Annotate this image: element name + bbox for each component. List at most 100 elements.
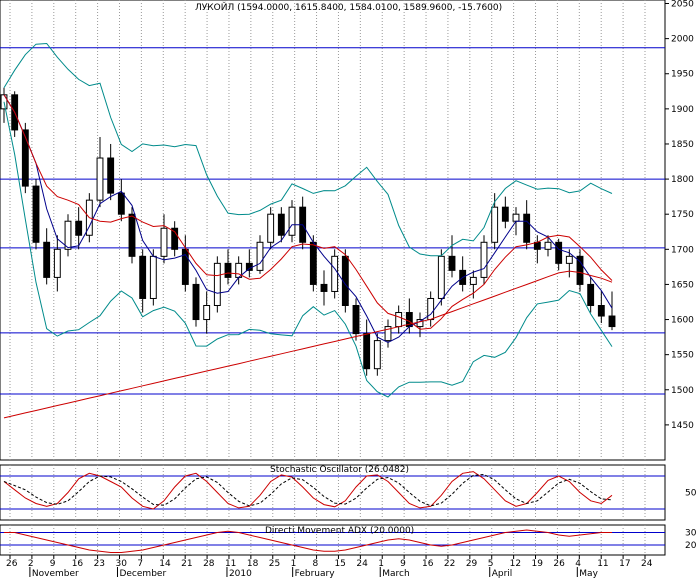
candle-body [256,241,264,271]
x-day-label: 18 [247,559,259,569]
chart-title: ЛУКОЙЛ (1594.0000, 1615.8400, 1584.0100,… [195,1,502,13]
price-y-tick-label: 1700 [671,245,694,255]
x-day-label: 24 [356,559,368,569]
x-day-label: 15 [334,559,345,569]
candle-body [448,255,456,271]
x-month-label: February [295,569,336,578]
ma-medium-line [3,94,613,330]
adx-label: Directi Movement ADX (20.0000) [265,526,414,536]
candle-body [224,262,232,278]
x-month-label: May [579,569,598,578]
candle-body [565,255,573,264]
candle-body [32,185,40,243]
stoch-main-line [3,471,613,510]
ma-long-line [3,270,613,419]
price-panel-frame [0,0,666,461]
price-y-tick-label: 1800 [671,175,694,185]
candle-body [53,248,61,278]
candle-body [416,319,424,328]
x-day-label: 8 [313,559,319,569]
x-day-label: 12 [510,559,521,569]
x-day-label: 21 [181,559,192,569]
x-day-label: 26 [553,559,565,569]
x-day-label: 28 [203,559,215,569]
stochastic-panel-frame [0,464,666,521]
ma-short-line [3,94,613,343]
adx-y-tick-label: 30 [685,529,697,539]
candle-body [491,206,499,243]
candle-body [437,255,445,299]
x-month-label: March [382,569,409,578]
x-axis: 26 2 9 16 23 30 7 14 21 28 11 18 25 1 8 15 24 1 9 16 22 29 5 12… [0,554,665,579]
price-y-tick-label: 1550 [671,351,694,361]
candle-body [331,255,339,292]
x-day-label: 9 [50,559,56,569]
x-month-label: April [492,569,513,578]
candle-body [501,206,509,222]
price-y-tick-label: 1850 [671,140,694,150]
candle-body [171,227,179,250]
candle-body [149,255,157,299]
x-month-label: December [119,569,166,578]
candle-body [512,213,520,222]
candle-body [480,241,488,278]
candle-body [427,297,435,321]
price-y-tick-label: 1650 [671,280,694,290]
candle-body [587,283,595,306]
candle-body [75,220,83,236]
bollinger-upper-line [3,42,613,257]
candle-body [203,304,211,321]
x-day-label: 16 [422,559,434,569]
candle-body [373,340,381,370]
candle-body [576,255,584,285]
x-day-label: 17 [619,559,630,569]
x-day-label: 9 [400,559,406,569]
x-day-label: 5 [488,559,494,569]
stochastic-panel: 50 [0,464,697,521]
price-y-tick-label: 2050 [671,0,694,10]
candle-body [352,304,360,335]
price-y-tick-label: 1450 [671,421,694,431]
x-day-label: 25 [269,559,280,569]
candle-body [608,315,616,328]
price-panel: 2050 2000 1950 1900 1850 1800 1750 1700 1650 1600… [0,0,694,461]
x-day-label: 7 [137,559,143,569]
candle-body [64,220,72,250]
candle-body [139,255,147,299]
x-day-label: 1 [291,559,297,569]
candle-body [21,129,29,187]
stoch-y-tick-label: 50 [685,489,697,499]
candle-body [288,206,296,236]
price-y-tick-label: 1600 [671,316,694,326]
x-day-label: 1 [378,559,384,569]
x-day-label: 29 [466,559,478,569]
adx-line [4,529,612,553]
candle-body [107,157,115,194]
candle-body [363,333,371,370]
candle-body [213,262,221,306]
x-day-label: 11 [597,559,608,569]
stoch-signal-line [3,473,613,507]
candle-body [160,227,168,257]
x-day-label: 11 [225,559,236,569]
x-month-label: November [32,569,79,578]
candle-body [544,241,552,250]
candle-body [469,276,477,285]
stochastic-label: Stochastic Oscillator (26.0482) [270,465,409,475]
candle-body [267,213,275,243]
x-day-label: 19 [532,559,544,569]
candle-body [523,213,531,243]
candle-body [128,213,136,257]
candle-body [245,262,253,271]
candle-body [117,192,125,215]
price-y-tick-label: 1750 [671,210,694,220]
candle-body [96,157,104,201]
candle-body [277,213,285,236]
x-day-label: 14 [159,559,171,569]
candle-body [395,312,403,328]
x-day-label: 23 [94,559,105,569]
x-day-label: 26 [6,559,18,569]
